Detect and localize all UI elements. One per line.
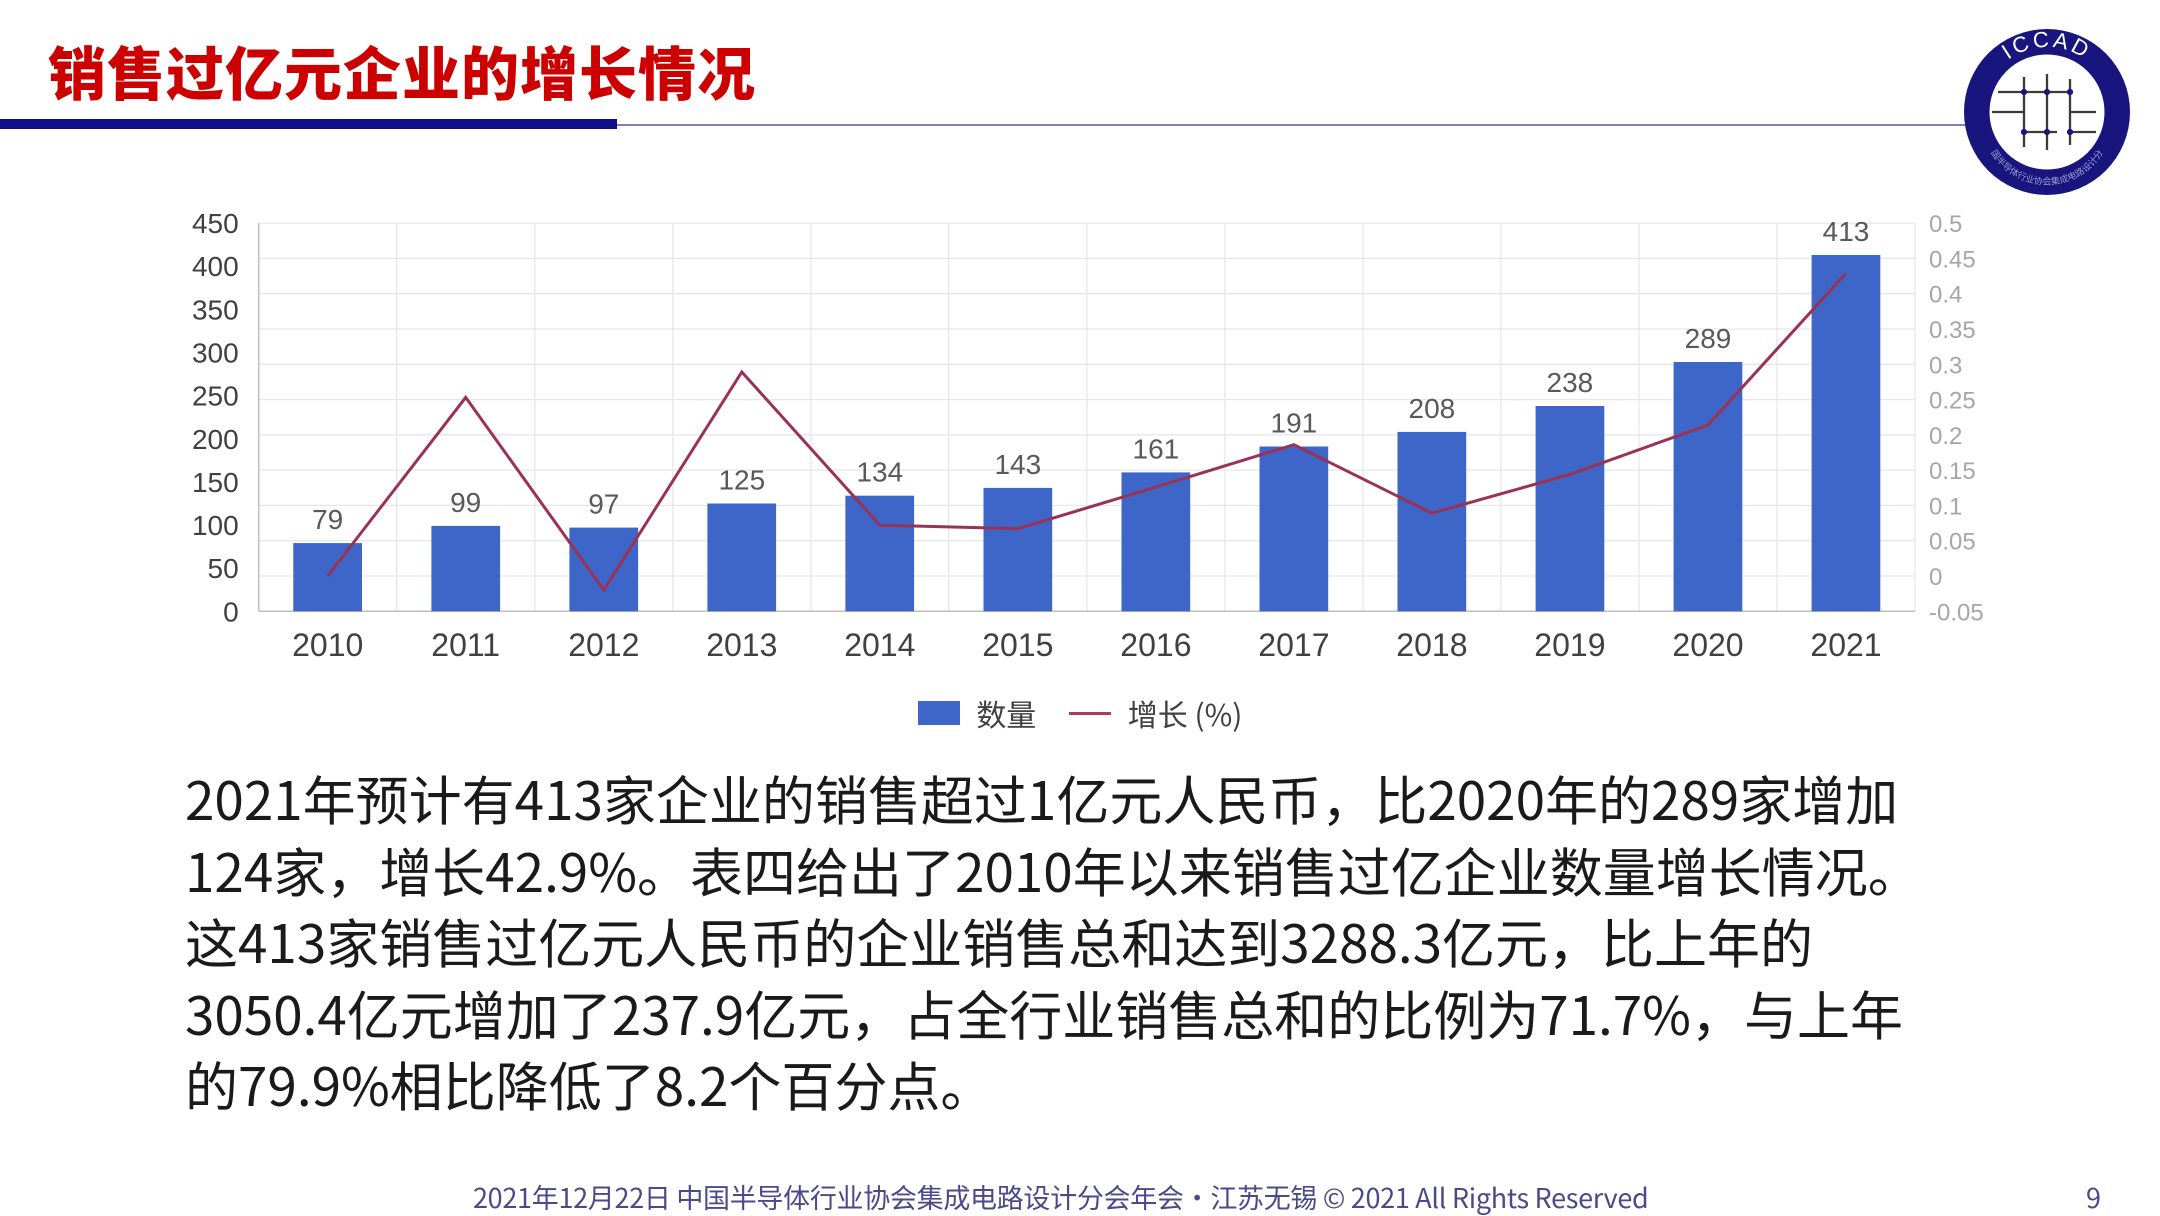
svg-text:250: 250 xyxy=(192,381,239,412)
svg-text:97: 97 xyxy=(588,489,619,520)
svg-text:413: 413 xyxy=(1823,216,1870,247)
svg-text:200: 200 xyxy=(192,424,239,455)
svg-text:208: 208 xyxy=(1409,393,1456,424)
svg-text:2016: 2016 xyxy=(1120,627,1191,663)
svg-text:134: 134 xyxy=(856,457,903,488)
svg-text:2020: 2020 xyxy=(1672,627,1743,663)
svg-text:300: 300 xyxy=(192,338,239,369)
svg-text:0: 0 xyxy=(1929,564,1942,591)
svg-text:79: 79 xyxy=(312,504,343,535)
svg-text:2019: 2019 xyxy=(1534,627,1605,663)
svg-text:0.25: 0.25 xyxy=(1929,388,1976,415)
svg-text:0.05: 0.05 xyxy=(1929,529,1976,556)
svg-text:2015: 2015 xyxy=(982,627,1053,663)
svg-text:-0.05: -0.05 xyxy=(1929,599,1984,626)
svg-text:191: 191 xyxy=(1271,408,1318,439)
svg-text:99: 99 xyxy=(450,487,481,518)
svg-text:0.4: 0.4 xyxy=(1929,282,1962,309)
svg-text:400: 400 xyxy=(192,251,239,282)
svg-text:0.15: 0.15 xyxy=(1929,458,1976,485)
svg-text:2017: 2017 xyxy=(1258,627,1329,663)
svg-text:289: 289 xyxy=(1685,323,1732,354)
svg-text:0.3: 0.3 xyxy=(1929,352,1962,379)
svg-text:2014: 2014 xyxy=(844,627,915,663)
svg-text:0.5: 0.5 xyxy=(1929,211,1962,238)
svg-text:0.1: 0.1 xyxy=(1929,493,1962,520)
svg-text:0.2: 0.2 xyxy=(1929,423,1962,450)
svg-text:450: 450 xyxy=(192,208,239,239)
svg-text:125: 125 xyxy=(718,465,765,496)
svg-text:2021: 2021 xyxy=(1810,627,1881,663)
svg-text:350: 350 xyxy=(192,294,239,325)
svg-text:0.45: 0.45 xyxy=(1929,246,1976,273)
svg-text:150: 150 xyxy=(192,467,239,498)
svg-text:50: 50 xyxy=(208,553,239,584)
svg-text:2018: 2018 xyxy=(1396,627,1467,663)
svg-text:2010: 2010 xyxy=(292,627,363,663)
svg-text:0.35: 0.35 xyxy=(1929,317,1976,344)
svg-text:2011: 2011 xyxy=(431,627,500,663)
svg-text:161: 161 xyxy=(1133,433,1180,464)
svg-text:100: 100 xyxy=(192,510,239,541)
svg-text:0: 0 xyxy=(223,596,239,627)
svg-text:2012: 2012 xyxy=(568,627,639,663)
svg-text:2013: 2013 xyxy=(706,627,777,663)
svg-text:143: 143 xyxy=(994,449,1041,480)
svg-text:238: 238 xyxy=(1547,367,1594,398)
